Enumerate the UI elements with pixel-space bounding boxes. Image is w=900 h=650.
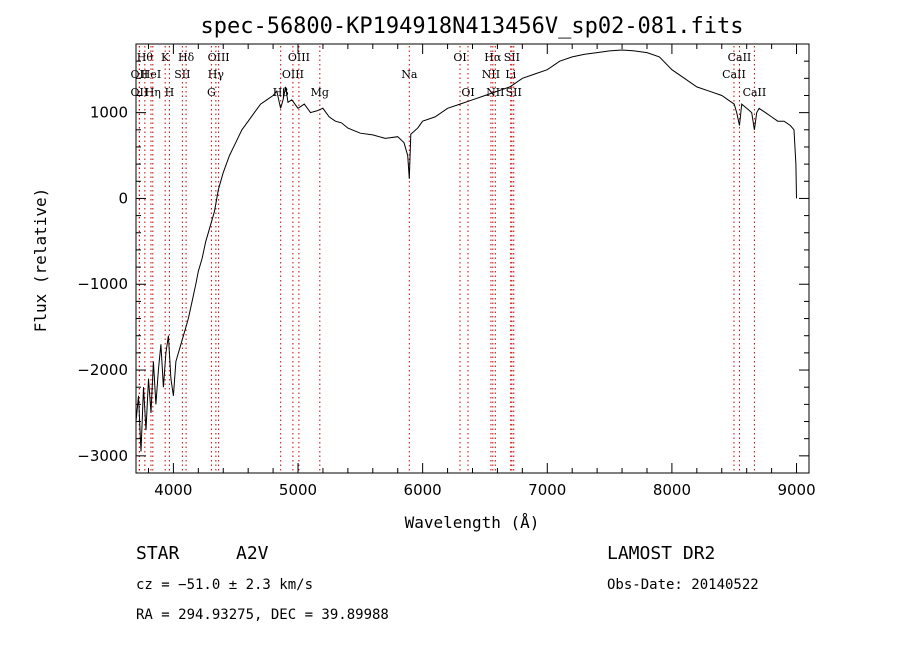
line-marker-label-19: Hα <box>484 51 502 64</box>
survey-name: LAMOST DR2 <box>607 543 715 564</box>
y-axis-label: Flux (relative) <box>31 188 50 333</box>
line-marker-label-20: NII <box>482 68 500 81</box>
x-tick-label-0: 4000 <box>154 481 192 499</box>
y-tick-label-2: −1000 <box>77 275 128 293</box>
line-marker-label-13: OIII <box>282 68 304 81</box>
line-marker-label-5: K <box>161 51 170 64</box>
chart-title: spec-56800-KP194918N413456V_sp02-081.fit… <box>200 14 743 39</box>
x-tick-label-3: 7000 <box>528 481 566 499</box>
line-marker-label-24: SII <box>506 86 522 99</box>
y-tick-label-4: 1000 <box>90 104 128 122</box>
line-marker-label-14: OIII <box>288 51 310 64</box>
y-tick-label-0: −3000 <box>77 447 128 465</box>
axis-ticks: 4000 5000 6000 7000 8000 9000 −3000 −2000 −1000 0… <box>77 43 816 499</box>
line-marker-label-7: SII <box>174 68 190 81</box>
line-marker-label-23: Li <box>505 68 516 81</box>
line-marker-label-8: Hδ <box>178 51 195 64</box>
line-marker-label-18: OI <box>461 86 474 99</box>
line-marker-label-22: SII <box>504 51 520 64</box>
observation-date: Obs-Date: 20140522 <box>607 577 759 593</box>
x-axis-label: Wavelength (Å) <box>405 513 540 532</box>
line-marker-label-9: OIII <box>208 51 230 64</box>
line-marker-label-27: CaII <box>743 86 767 99</box>
line-marker-label-17: OI <box>453 51 466 64</box>
y-tick-label-1: −2000 <box>77 361 128 379</box>
x-tick-label-5: 9000 <box>777 481 815 499</box>
line-marker-label-11: G <box>207 86 216 99</box>
plot-frame <box>135 43 810 474</box>
line-marker-label-6: H <box>165 86 175 99</box>
line-marker-label-16: Na <box>401 68 418 81</box>
x-tick-label-1: 5000 <box>279 481 317 499</box>
line-marker-label-26: CaII <box>728 51 752 64</box>
spectrum-series-0 <box>135 49 797 452</box>
line-marker-label-21: NII <box>486 86 504 99</box>
x-tick-label-2: 6000 <box>404 481 442 499</box>
object-subclass: A2V <box>236 543 269 564</box>
line-marker-label-4: HeI <box>141 68 161 81</box>
object-type: STAR <box>136 543 180 564</box>
line-marker-label-3: Hη <box>145 86 161 99</box>
series-layer <box>135 49 797 452</box>
line-marker-label-25: CaII <box>722 68 746 81</box>
line-marker-label-0: Hθ <box>137 51 154 64</box>
x-tick-label-4: 8000 <box>653 481 691 499</box>
line-marker-label-2: OII <box>131 86 149 99</box>
y-tick-label-3: 0 <box>118 189 128 207</box>
coordinates-readout: RA = 294.93275, DEC = 39.89988 <box>136 607 389 623</box>
redshift-readout: cz = −51.0 ± 2.3 km/s <box>136 577 313 593</box>
line-marker-label-15: Mg <box>311 86 329 99</box>
line-marker-label-10: Hγ <box>208 68 225 81</box>
